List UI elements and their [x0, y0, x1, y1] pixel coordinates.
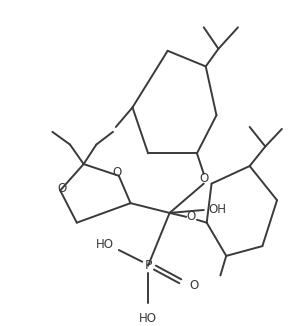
Text: O: O	[186, 210, 196, 223]
Text: HO: HO	[139, 312, 157, 325]
Text: HO: HO	[96, 238, 114, 251]
Text: OH: OH	[209, 203, 227, 216]
Text: O: O	[189, 279, 198, 292]
Text: O: O	[112, 166, 121, 179]
Text: O: O	[58, 182, 67, 195]
Text: P: P	[144, 259, 152, 272]
Text: O: O	[199, 172, 208, 185]
